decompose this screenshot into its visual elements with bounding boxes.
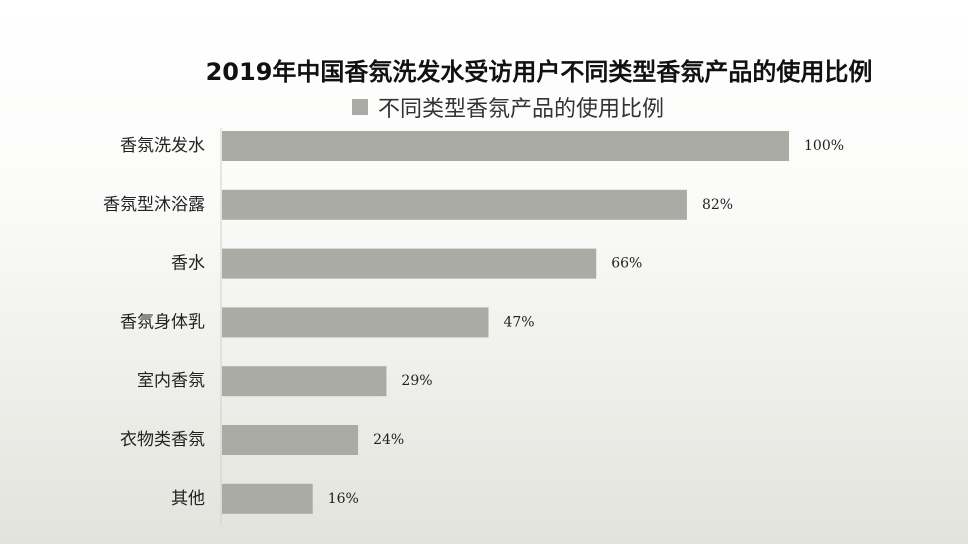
data-label: 66% <box>611 256 642 272</box>
category-label: 香氛身体乳 <box>120 312 205 332</box>
legend-label: 不同类型香氛产品的使用比例 <box>378 97 665 122</box>
bar <box>222 189 687 220</box>
category-label: 香氛型沐浴露 <box>103 195 205 215</box>
category-label: 室内香氛 <box>137 371 205 391</box>
bars-layer: 香氛洗发水 100% 香氛型沐浴露 82% 香水 66% 香氛身体乳 47% 室内香氛 29% 衣物… <box>103 131 844 514</box>
data-label: 82% <box>702 197 733 213</box>
category-label: 香氛洗发水 <box>120 136 205 156</box>
data-label: 16% <box>328 491 359 507</box>
legend-swatch <box>352 99 368 115</box>
bar <box>222 131 789 161</box>
data-label: 24% <box>373 432 404 448</box>
bar <box>222 248 597 279</box>
chart-title: 2019年中国香氛洗发水受访用户不同类型香氛产品的使用比例 <box>205 58 873 86</box>
data-label: 29% <box>401 373 432 389</box>
category-label: 香水 <box>171 254 205 274</box>
data-label: 47% <box>503 314 534 330</box>
bar <box>222 483 313 514</box>
data-label: 100% <box>804 138 844 154</box>
legend: 不同类型香氛产品的使用比例 <box>352 90 664 124</box>
bar <box>222 307 489 338</box>
bar <box>222 425 359 455</box>
bar <box>222 366 387 397</box>
category-label: 衣物类香氛 <box>120 430 205 450</box>
category-label: 其他 <box>171 489 205 509</box>
